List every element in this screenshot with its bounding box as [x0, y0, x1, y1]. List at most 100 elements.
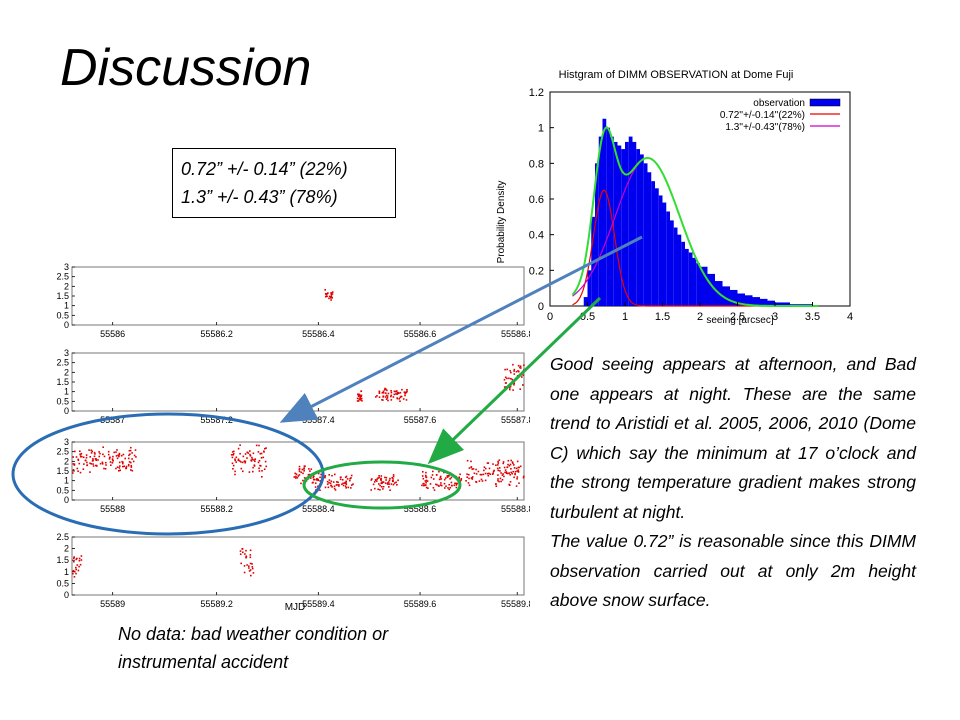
seeing-point	[243, 460, 246, 462]
seeing-point	[509, 387, 511, 389]
seeing-point	[317, 472, 320, 475]
seeing-point	[388, 479, 391, 482]
seeing-point	[511, 461, 514, 463]
seeing-point	[430, 476, 433, 479]
histogram-ytick-label: 0	[538, 301, 544, 313]
seeing-point	[356, 400, 359, 402]
seeing-point	[425, 476, 427, 478]
seeing-point	[124, 457, 126, 460]
seeing-point	[489, 473, 492, 475]
seeing-point	[470, 477, 473, 479]
seeing-point	[382, 396, 384, 398]
seeing-point	[252, 452, 255, 455]
seeing-point	[86, 464, 89, 466]
seeing-point	[119, 469, 121, 472]
seeing-point	[503, 378, 506, 381]
seeing-point	[480, 473, 483, 476]
seeing-point	[397, 479, 399, 482]
seeing-point	[509, 370, 511, 372]
histogram-xtick-label: 3	[772, 311, 778, 323]
seeing-point	[492, 463, 494, 465]
seeing-point	[107, 450, 110, 453]
histogram-xtick-label: 0	[547, 311, 553, 323]
seeing-point	[501, 479, 504, 481]
seeing-point	[324, 289, 326, 291]
seeing-point	[477, 470, 480, 473]
seeing-point	[341, 483, 343, 486]
seeing-point	[341, 479, 344, 481]
seeing-point	[328, 474, 330, 476]
seeing-point	[238, 460, 241, 462]
seeing-point	[449, 472, 451, 474]
histogram-bar	[583, 297, 588, 306]
timeseries-panel-frame	[71, 441, 525, 501]
seeing-data-cluster	[293, 465, 313, 485]
seeing-point	[79, 471, 82, 474]
seeing-point	[504, 376, 507, 379]
seeing-point	[513, 383, 515, 386]
legend-entry-fit2: 1.3''+/-0.43''(78%)	[725, 122, 805, 133]
seeing-point	[497, 479, 499, 482]
seeing-point	[444, 477, 447, 479]
seeing-point	[241, 461, 244, 464]
seeing-data-cluster	[324, 289, 334, 301]
timeseries-ytick-label: 1.5	[56, 466, 69, 476]
timeseries-xtick-label: 55589.8	[501, 599, 530, 609]
seeing-point	[79, 450, 81, 452]
seeing-point	[130, 461, 132, 464]
seeing-point	[346, 478, 349, 480]
seeing-point	[468, 484, 471, 487]
seeing-point	[95, 464, 97, 467]
seeing-point	[258, 470, 261, 472]
seeing-point	[517, 469, 520, 471]
seeing-point	[513, 373, 516, 375]
seeing-point	[387, 392, 390, 395]
seeing-point	[326, 480, 329, 483]
seeing-point	[328, 479, 331, 481]
timeseries-xtick-label: 55587.2	[200, 415, 233, 425]
seeing-point	[309, 470, 311, 472]
seeing-point	[509, 463, 512, 466]
histogram-bar	[628, 136, 633, 306]
histogram-xtick-label: 1.5	[655, 311, 670, 323]
seeing-point	[402, 398, 405, 400]
legend-entry-fit1: 0.72''+/-0.14''(22%)	[720, 110, 805, 121]
timeseries-ytick-label: 2	[64, 367, 69, 377]
seeing-point	[512, 363, 514, 366]
seeing-point	[514, 473, 516, 476]
seeing-point	[111, 458, 114, 460]
seeing-point	[332, 481, 335, 483]
seeing-point	[82, 468, 85, 470]
seeing-point	[89, 471, 91, 473]
seeing-point	[122, 453, 125, 456]
seeing-point	[385, 392, 387, 394]
seeing-point	[333, 485, 336, 488]
seeing-point	[394, 390, 397, 393]
seeing-point	[512, 389, 514, 391]
seeing-point	[330, 480, 333, 483]
timeseries-xtick-label: 55588.8	[501, 504, 530, 514]
seeing-point	[232, 468, 234, 470]
seeing-point	[360, 394, 363, 397]
seeing-point	[360, 398, 362, 400]
seeing-point	[99, 462, 102, 465]
timeseries-ytick-label: 2.5	[56, 447, 69, 457]
seeing-point	[453, 484, 456, 487]
histogram-bar	[707, 273, 715, 306]
seeing-point	[500, 480, 502, 483]
timeseries-xtick-label: 55588.6	[404, 504, 437, 514]
seeing-point	[264, 460, 267, 463]
timeseries-panel: 00.511.522.53 55588 55588.2 55588.4 55588.6 5…	[56, 437, 530, 514]
seeing-point	[320, 473, 322, 476]
seeing-point	[451, 484, 453, 487]
seeing-point	[382, 399, 384, 401]
seeing-point	[334, 489, 337, 491]
seeing-point	[440, 484, 443, 487]
seeing-point	[105, 464, 107, 466]
seeing-point	[514, 470, 517, 473]
seeing-point	[509, 385, 512, 388]
discussion-text: Good seeing appears at afternoon, and Ba…	[550, 350, 916, 616]
seeing-point	[448, 483, 450, 486]
legend-swatch-observation	[809, 98, 841, 107]
